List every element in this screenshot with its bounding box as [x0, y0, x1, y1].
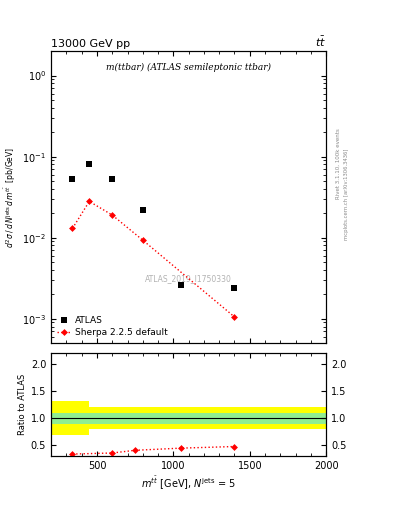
- Text: Rivet 3.1.10, 100k events: Rivet 3.1.10, 100k events: [336, 129, 341, 199]
- ATLAS: [140, 207, 145, 213]
- ATLAS: [179, 282, 184, 288]
- ATLAS: [70, 176, 75, 182]
- ATLAS: [87, 161, 92, 167]
- Text: $t\bar{t}$: $t\bar{t}$: [315, 35, 326, 49]
- ATLAS: [110, 176, 115, 182]
- Y-axis label: $d^2\sigma\//\/d\,N^\mathrm{jets}\,d\,m^{t\bar{t}}$  [pb/GeV]: $d^2\sigma\//\/d\,N^\mathrm{jets}\,d\,m^…: [2, 146, 18, 248]
- X-axis label: $m^{t\bar{t}}$ [GeV], $N^\mathrm{jets}$ = 5: $m^{t\bar{t}}$ [GeV], $N^\mathrm{jets}$ …: [141, 475, 236, 492]
- Y-axis label: Ratio to ATLAS: Ratio to ATLAS: [18, 374, 27, 435]
- Sherpa 2.2.5 default: [110, 212, 115, 218]
- Sherpa 2.2.5 default: [87, 198, 92, 204]
- Sherpa 2.2.5 default: [140, 237, 145, 243]
- Line: Sherpa 2.2.5 default: Sherpa 2.2.5 default: [70, 199, 237, 319]
- Sherpa 2.2.5 default: [232, 314, 237, 320]
- Text: mcplots.cern.ch [arXiv:1306.3436]: mcplots.cern.ch [arXiv:1306.3436]: [344, 149, 349, 240]
- Text: m(ttbar) (ATLAS semileptonic ttbar): m(ttbar) (ATLAS semileptonic ttbar): [106, 63, 271, 72]
- Text: 13000 GeV pp: 13000 GeV pp: [51, 39, 130, 49]
- Line: ATLAS: ATLAS: [69, 160, 238, 291]
- Legend: ATLAS, Sherpa 2.2.5 default: ATLAS, Sherpa 2.2.5 default: [55, 314, 169, 338]
- Text: ATLAS_2019_I1750330: ATLAS_2019_I1750330: [145, 274, 232, 283]
- ATLAS: [232, 285, 237, 291]
- Sherpa 2.2.5 default: [70, 225, 75, 231]
